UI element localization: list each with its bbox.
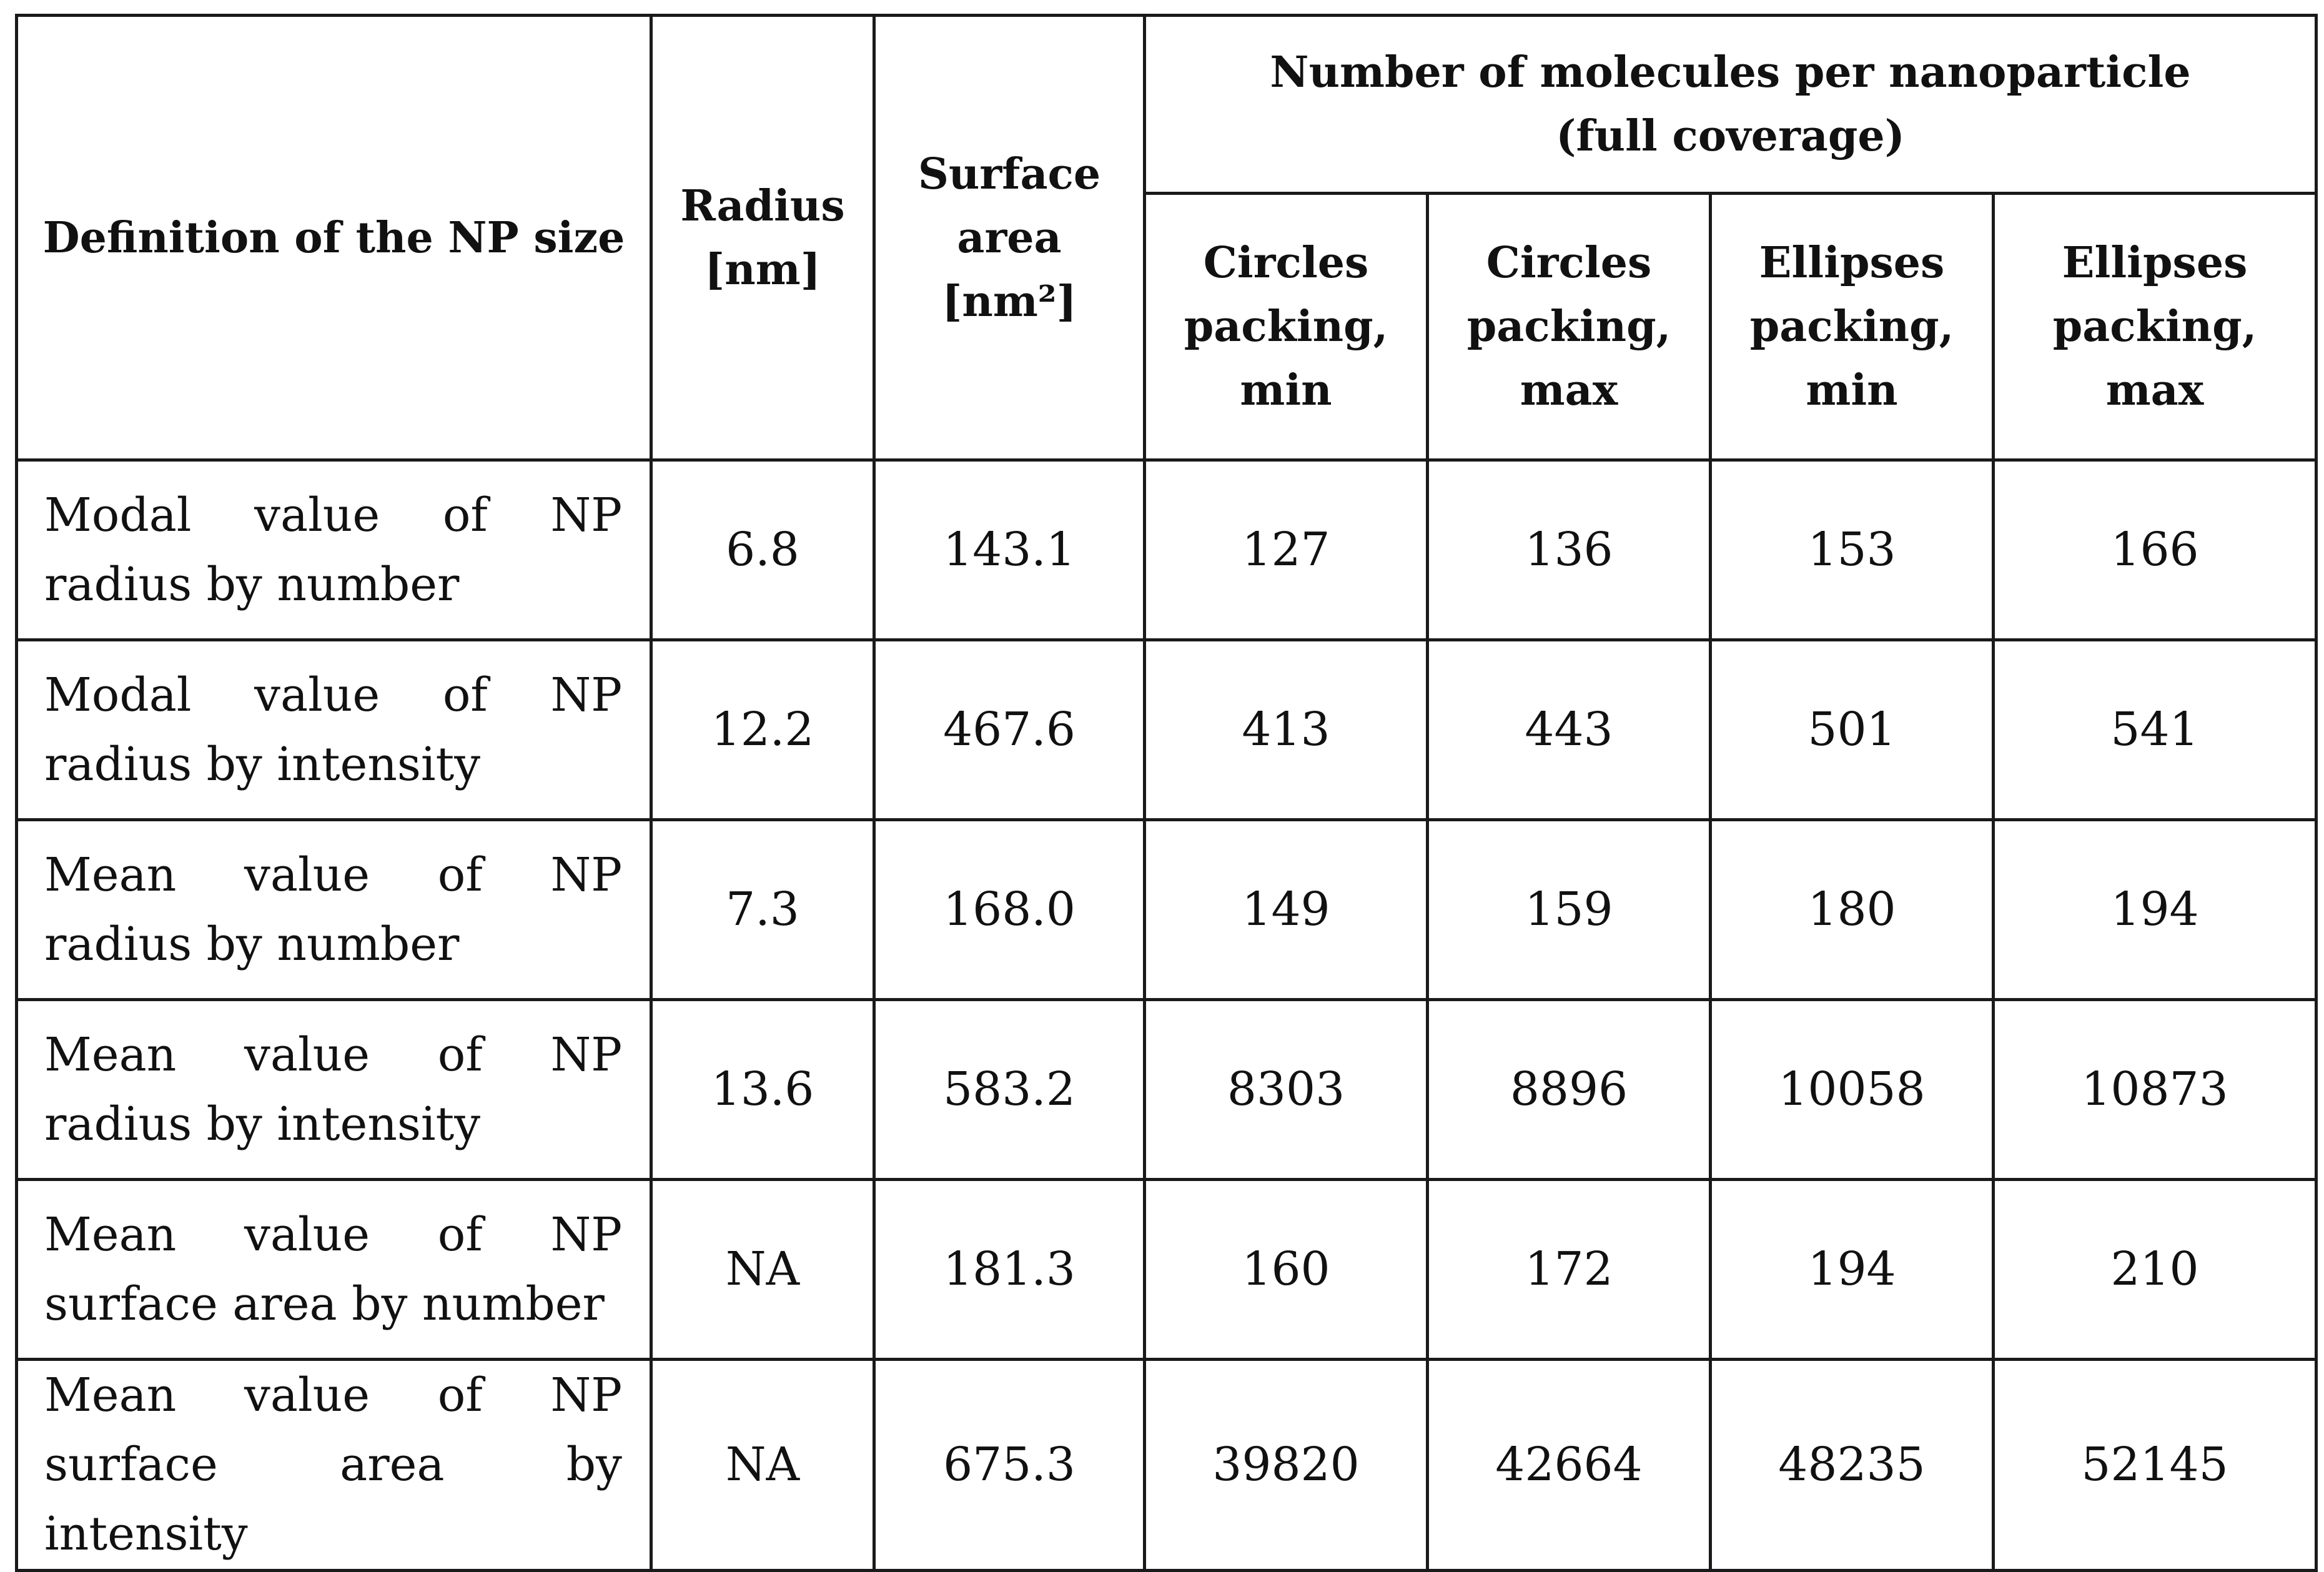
- molecules-per-nanoparticle-table: Definition of the NP size Radius [nm] Su…: [15, 14, 2318, 1572]
- header-ellipses-max: Ellipses packing, max: [1991, 192, 2318, 462]
- header-ellipses-max-line-3: max: [2105, 365, 2204, 415]
- header-ellipses-min-line-2: packing,: [1749, 302, 1954, 352]
- header-circles-min-line-1: Circles: [1203, 238, 1369, 288]
- header-surface-area-line-2: area: [957, 212, 1062, 263]
- cell-radius: 12.2: [650, 638, 876, 821]
- header-definition: Definition of the NP size: [15, 14, 653, 462]
- header-radius-line-1: Radius: [680, 180, 845, 231]
- header-circles-min-line-3: min: [1240, 365, 1332, 415]
- cell-circles-max: 172: [1426, 1178, 1712, 1361]
- header-surface-area-line-3: [nm²]: [942, 276, 1077, 327]
- cell-radius: NA: [650, 1358, 876, 1572]
- cell-definition: Mean value of NP radius by number: [15, 818, 653, 1001]
- cell-radius: 7.3: [650, 818, 876, 1001]
- header-surface-area: Surface area [nm²]: [873, 14, 1146, 462]
- cell-definition: Mean value of NP surface area by number: [15, 1178, 653, 1361]
- header-ellipses-max-line-1: Ellipses: [2062, 238, 2248, 288]
- cell-surface-area: 675.3: [873, 1358, 1146, 1572]
- cell-circles-min: 160: [1143, 1178, 1429, 1361]
- cell-surface-area: 467.6: [873, 638, 1146, 821]
- table-row: Mean value of NP radius by number 7.3 16…: [15, 818, 2318, 1001]
- header-ellipses-max-line-2: packing,: [2052, 302, 2257, 352]
- header-circles-max-line-2: packing,: [1466, 302, 1671, 352]
- cell-surface-area: 168.0: [873, 818, 1146, 1001]
- table-row: Modal value of NP radius by number 6.8 1…: [15, 458, 2318, 641]
- cell-circles-max: 8896: [1426, 998, 1712, 1181]
- cell-definition: Modal value of NP radius by number: [15, 458, 653, 641]
- header-ellipses-min-line-1: Ellipses: [1759, 238, 1945, 288]
- cell-definition: Mean value of NP radius by intensity: [15, 998, 653, 1181]
- cell-ellipses-min: 10058: [1709, 998, 1995, 1181]
- cell-ellipses-min: 194: [1709, 1178, 1995, 1361]
- header-ellipses-min: Ellipses packing, min: [1709, 192, 1995, 462]
- cell-radius: 13.6: [650, 998, 876, 1181]
- cell-circles-min: 8303: [1143, 998, 1429, 1181]
- cell-ellipses-max: 210: [1991, 1178, 2318, 1361]
- cell-circles-min: 39820: [1143, 1358, 1429, 1572]
- cell-circles-max: 443: [1426, 638, 1712, 821]
- table-row: Modal value of NP radius by intensity 12…: [15, 638, 2318, 821]
- header-ellipses-min-line-3: min: [1806, 365, 1898, 415]
- cell-surface-area: 583.2: [873, 998, 1146, 1181]
- cell-definition: Modal value of NP radius by intensity: [15, 638, 653, 821]
- cell-surface-area: 181.3: [873, 1178, 1146, 1361]
- cell-circles-min: 149: [1143, 818, 1429, 1001]
- header-circles-max: Circles packing, max: [1426, 192, 1712, 462]
- cell-circles-min: 413: [1143, 638, 1429, 821]
- header-surface-area-line-1: Surface: [917, 149, 1101, 199]
- header-row-2: Circles packing, min Circles packing, ma…: [17, 192, 2318, 462]
- cell-ellipses-max: 541: [1991, 638, 2318, 821]
- cell-ellipses-min: 180: [1709, 818, 1995, 1001]
- header-radius-line-2: [nm]: [705, 244, 821, 295]
- cell-ellipses-max: 10873: [1991, 998, 2318, 1181]
- header-circles-min: Circles packing, min: [1143, 192, 1429, 462]
- header-circles-min-line-2: packing,: [1184, 302, 1388, 352]
- cell-definition: Mean value of NP surface area by intensi…: [15, 1358, 653, 1572]
- cell-circles-min: 127: [1143, 458, 1429, 641]
- table-row: Mean value of NP radius by intensity 13.…: [15, 998, 2318, 1181]
- header-group-line-2: (full coverage): [1556, 111, 1905, 161]
- header-group-line-1: Number of molecules per nanoparticle: [1270, 47, 2191, 97]
- cell-ellipses-max: 166: [1991, 458, 2318, 641]
- cell-ellipses-min: 48235: [1709, 1358, 1995, 1572]
- table-row: Mean value of NP surface area by number …: [15, 1178, 2318, 1361]
- cell-surface-area: 143.1: [873, 458, 1146, 641]
- cell-radius: 6.8: [650, 458, 876, 641]
- cell-ellipses-min: 501: [1709, 638, 1995, 821]
- cell-circles-max: 42664: [1426, 1358, 1712, 1572]
- header-group-molecules: Number of molecules per nanoparticle (fu…: [1142, 14, 2318, 195]
- header-row-1: Definition of the NP size Radius [nm] Su…: [15, 14, 2318, 462]
- table-row: Mean value of NP surface area by intensi…: [15, 1358, 2318, 1572]
- cell-radius: NA: [650, 1178, 876, 1361]
- header-circles-max-line-3: max: [1520, 365, 1618, 415]
- cell-ellipses-min: 153: [1709, 458, 1995, 641]
- header-circles-max-line-1: Circles: [1486, 238, 1652, 288]
- cell-ellipses-max: 194: [1991, 818, 2318, 1001]
- cell-circles-max: 136: [1426, 458, 1712, 641]
- cell-ellipses-max: 52145: [1991, 1358, 2318, 1572]
- header-radius: Radius [nm]: [650, 14, 876, 462]
- cell-circles-max: 159: [1426, 818, 1712, 1001]
